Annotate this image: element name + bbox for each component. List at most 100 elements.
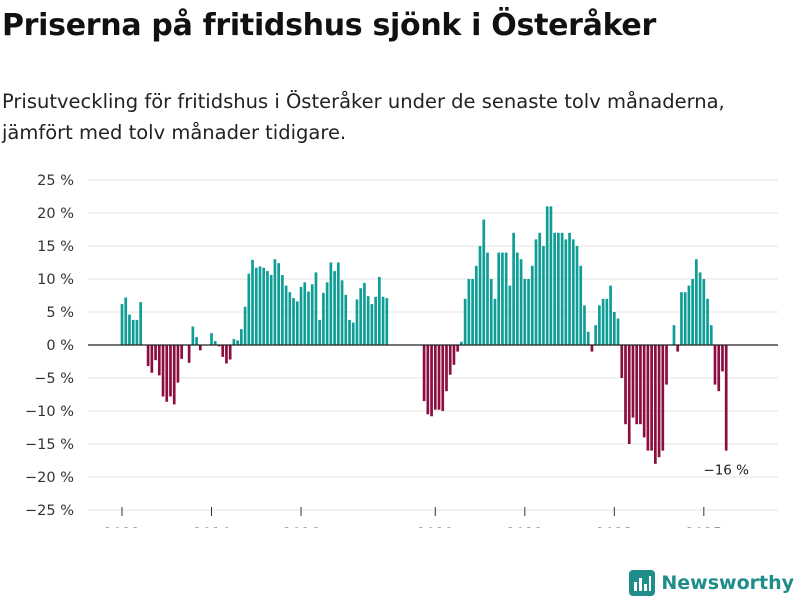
bar (553, 232, 556, 345)
bar (463, 298, 467, 345)
bar (165, 345, 169, 402)
chart-title: Priserna på fritidshus sjönk i Österåker (2, 8, 656, 43)
x-tick-label: 2014 (193, 526, 230, 528)
y-tick-label: 0 % (46, 338, 74, 354)
bar (474, 265, 478, 345)
bar (586, 331, 590, 345)
bar (146, 345, 150, 367)
bar (150, 345, 154, 373)
bar (564, 239, 568, 345)
grid-lines (88, 179, 778, 511)
bar (370, 304, 374, 345)
bar (560, 232, 564, 345)
bar (288, 292, 292, 345)
bar (322, 292, 325, 345)
bar (131, 319, 135, 345)
bar (527, 279, 530, 345)
bar (310, 284, 314, 345)
bar (646, 345, 650, 451)
bar (594, 325, 598, 345)
bar (378, 277, 381, 345)
bar (240, 329, 243, 345)
bar (639, 345, 642, 425)
bar (348, 319, 351, 345)
bar (422, 345, 426, 402)
bar (508, 285, 512, 345)
bar (516, 252, 519, 345)
bar (228, 345, 232, 360)
bar (583, 305, 586, 345)
bar (642, 345, 646, 438)
bar (489, 279, 493, 345)
bar (157, 345, 161, 376)
bar (579, 265, 583, 345)
bar (504, 252, 508, 345)
bar (497, 252, 501, 345)
bar (698, 272, 702, 345)
bar (303, 282, 307, 345)
bar (172, 345, 176, 405)
bar (430, 345, 433, 417)
bar (557, 232, 560, 345)
bar-chart-logo-icon (629, 570, 656, 596)
bar (191, 326, 195, 345)
bar (467, 279, 471, 345)
x-axis-ticks: 2012 2014 2016 2019 2021 2023 2025 (104, 507, 722, 528)
bar (176, 345, 180, 383)
bar (702, 279, 706, 345)
bar (363, 282, 366, 345)
bar (519, 259, 523, 345)
bar (266, 271, 269, 345)
bar (258, 266, 262, 345)
bar (225, 345, 228, 364)
bar (295, 301, 299, 345)
bar (448, 345, 452, 375)
bar (385, 298, 389, 345)
bar (501, 252, 504, 345)
bar (336, 262, 340, 345)
bar (314, 272, 318, 345)
bar (452, 345, 456, 365)
bar (236, 340, 239, 345)
bar (635, 345, 639, 425)
bar (333, 271, 336, 345)
bar (512, 232, 515, 345)
bar (217, 345, 221, 347)
annotations: −16 % (703, 463, 749, 479)
bar (213, 341, 217, 345)
y-tick-label: −20 % (25, 470, 74, 486)
bar (187, 345, 191, 363)
bar (680, 292, 683, 345)
bar (601, 298, 605, 345)
bar (721, 345, 724, 372)
bar (441, 345, 445, 411)
y-tick-label: 15 % (37, 239, 74, 255)
bar (299, 286, 303, 345)
y-tick-label: 10 % (37, 272, 74, 288)
bar (709, 325, 713, 345)
bar (154, 345, 157, 361)
bar (549, 206, 553, 345)
bar (426, 345, 430, 415)
bar (210, 333, 213, 345)
bar (605, 298, 609, 345)
bar (329, 262, 333, 345)
bar (180, 345, 184, 359)
y-tick-label: −10 % (25, 404, 74, 420)
x-tick-label: 2023 (596, 526, 633, 528)
bar (433, 345, 437, 410)
bar (359, 288, 363, 345)
x-tick-label: 2016 (283, 526, 320, 528)
bar (195, 337, 198, 345)
last-value-label: −16 % (703, 463, 749, 479)
bar (616, 318, 620, 345)
bar (650, 345, 653, 451)
bar (534, 239, 538, 345)
bar (530, 265, 534, 345)
x-tick-label: 2021 (506, 526, 543, 528)
bar (351, 322, 355, 345)
bar (128, 314, 131, 345)
bar (198, 345, 202, 351)
bar (631, 345, 635, 418)
bar (318, 319, 322, 345)
